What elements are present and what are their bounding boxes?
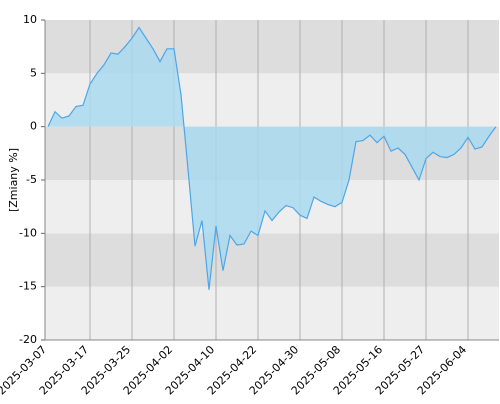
y-tick-label: -10 <box>19 226 37 239</box>
band <box>45 233 499 287</box>
y-tick-label: 10 <box>23 13 37 26</box>
y-tick-label: -15 <box>19 280 37 293</box>
y-tick-label: 0 <box>30 120 37 133</box>
y-axis-label: [Zmiany %] <box>7 148 20 212</box>
y-tick-label: -20 <box>19 333 37 346</box>
area <box>48 27 496 290</box>
line <box>47 26 497 290</box>
y-tick-label: -5 <box>26 173 37 186</box>
band <box>45 286 499 340</box>
y-tick-label: 5 <box>30 66 37 79</box>
